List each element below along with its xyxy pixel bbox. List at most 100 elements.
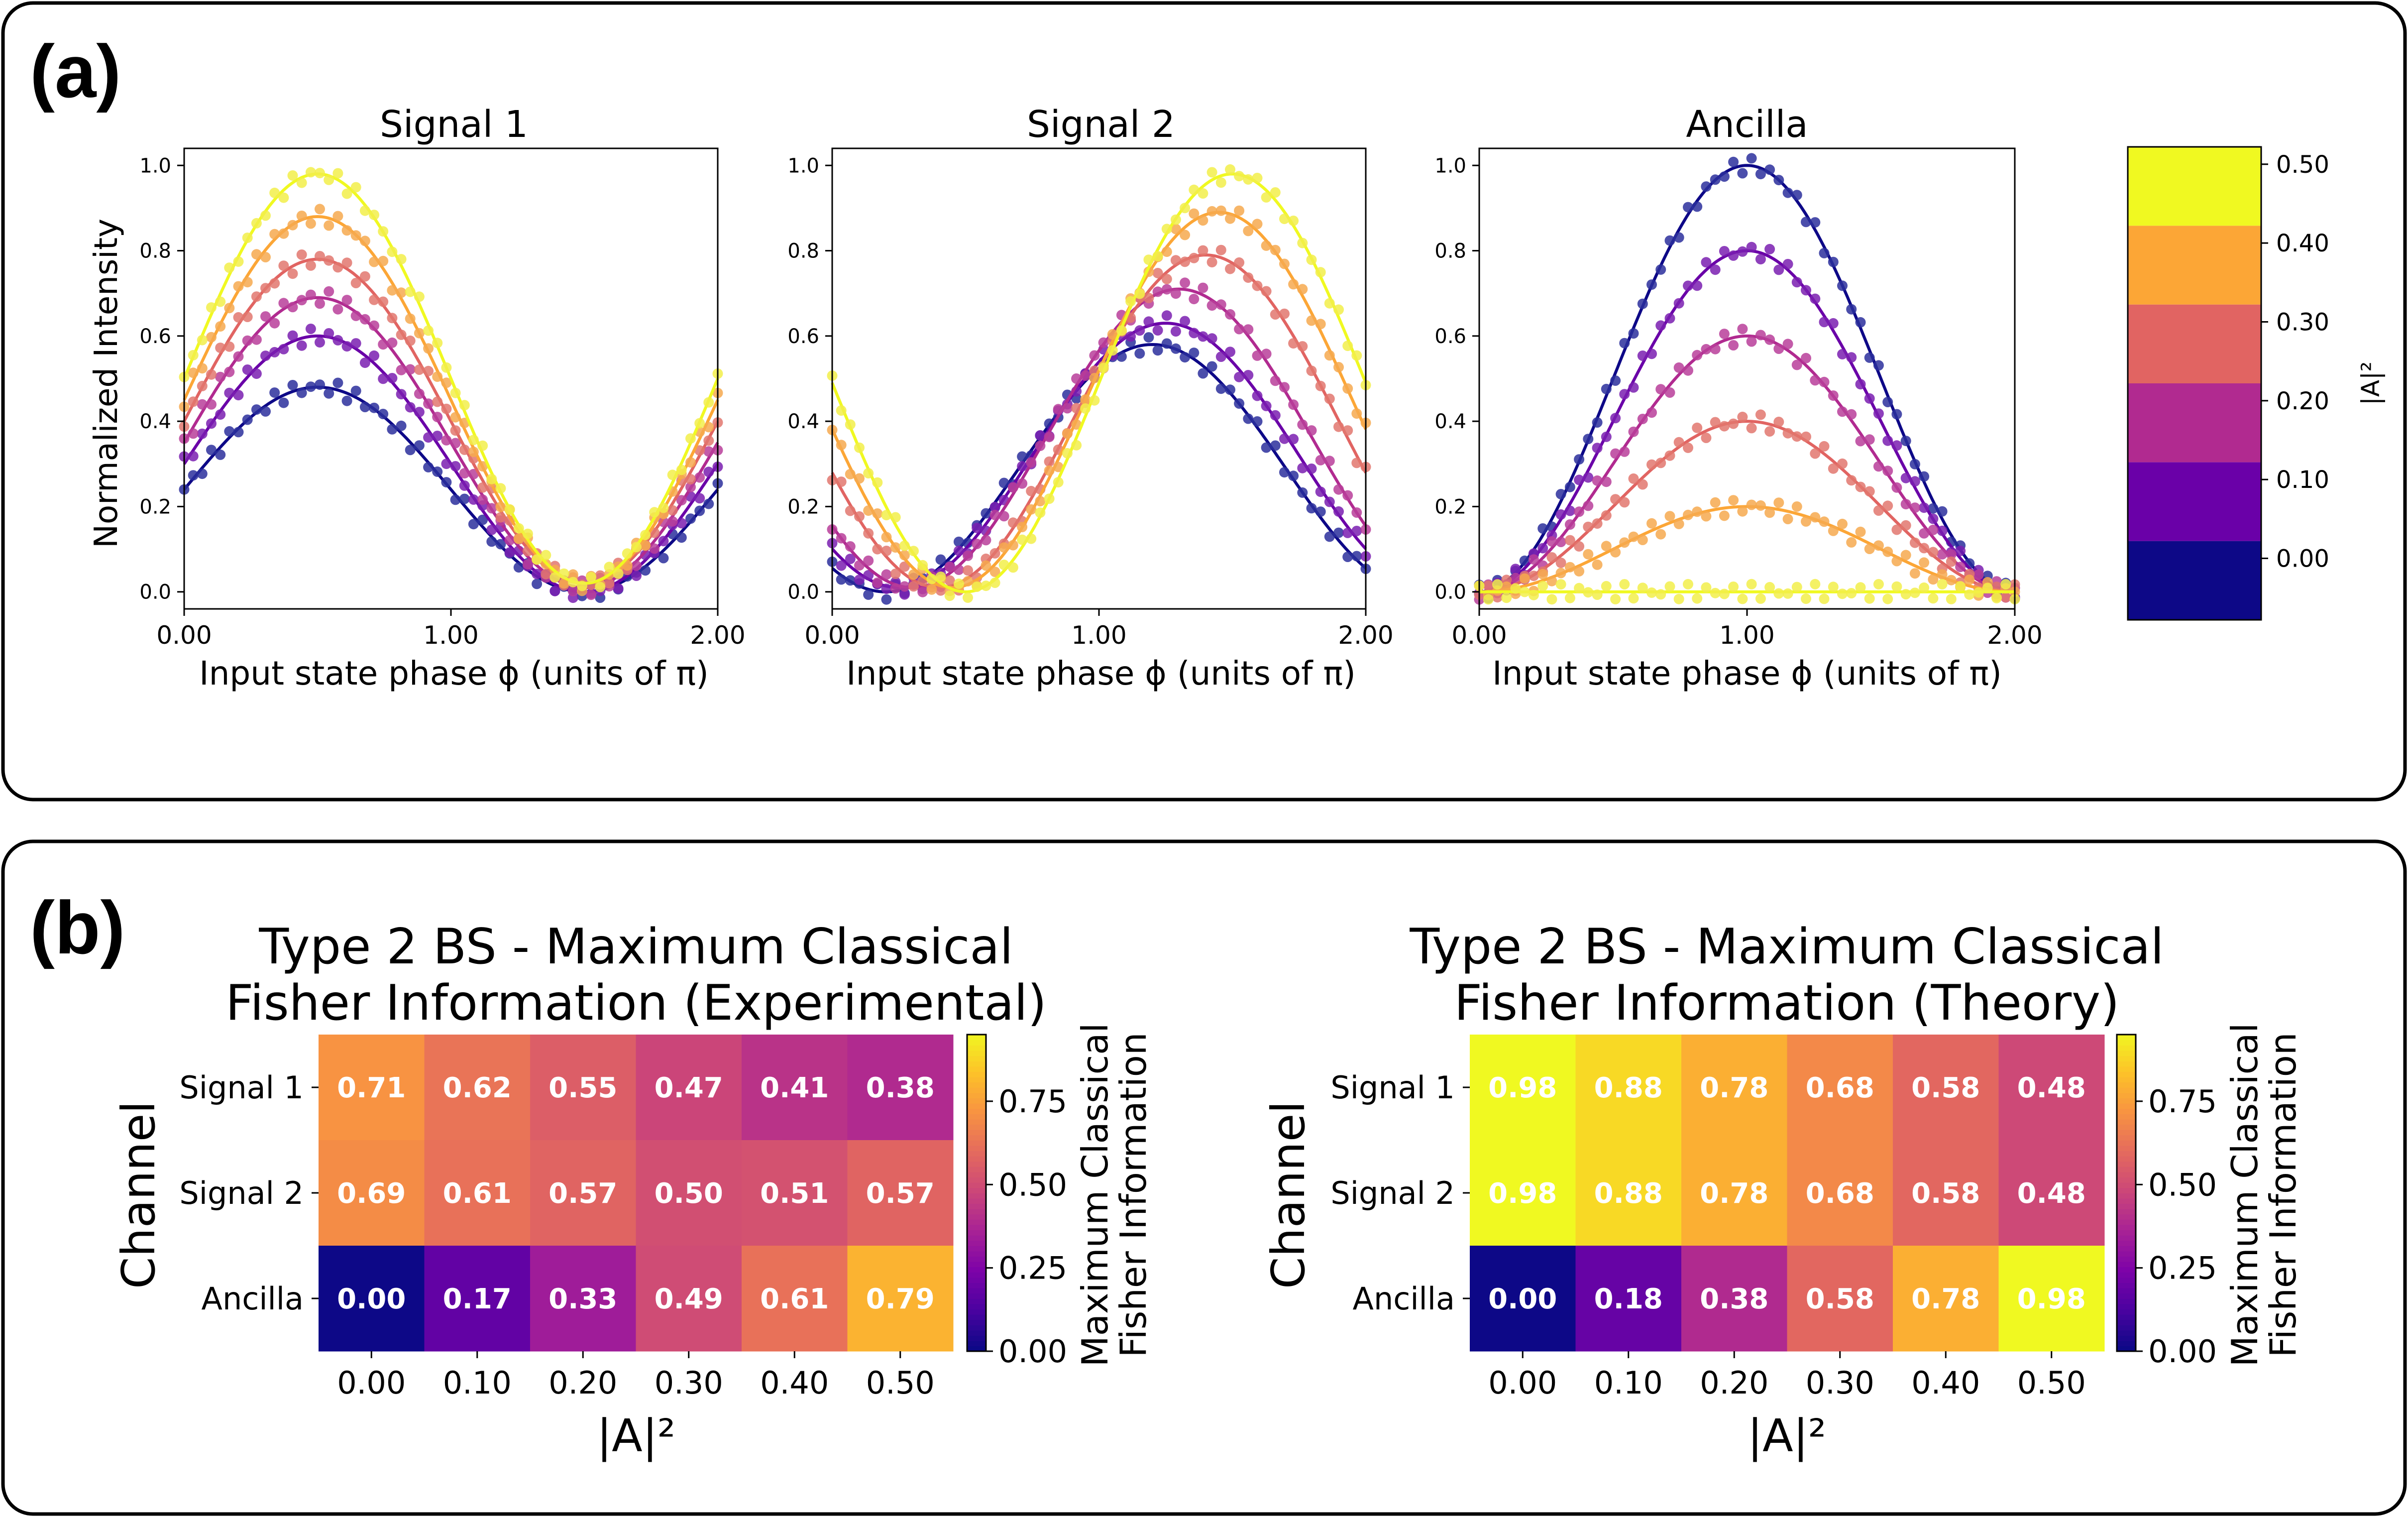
signal1-point-0.50 [694,418,705,429]
signal2-point-0.20 [1189,294,1200,305]
ancilla-point-0.30 [1592,518,1603,529]
theory-colorbar-step [2117,1156,2136,1162]
experimental-cell [530,1035,636,1141]
ancilla-point-0.00 [1755,169,1766,180]
theory-colorbar-step [2117,1330,2136,1336]
ancilla-point-0.30 [1928,547,1939,558]
signal1-point-0.10 [350,338,361,349]
signal1-point-0.40 [567,569,578,580]
ancilla-point-0.50 [1683,579,1693,589]
signal2-point-0.20 [836,533,847,544]
ancilla-point-0.10 [1737,246,1748,257]
experimental-colorbar-frame [966,1034,987,1352]
theory-xtick-label: 0.30 [1806,1365,1874,1401]
signal1-point-0.40 [387,285,398,296]
ancilla-point-0.20 [1810,375,1821,386]
ancilla-point-0.40 [1628,531,1639,542]
ancilla-point-0.40 [1501,581,1512,592]
a-colorbar-segment-0.50 [2128,147,2261,226]
signal2-point-0.00 [1161,338,1172,349]
ancilla-point-0.40 [1537,569,1548,580]
signal2-point-0.20 [944,561,955,572]
signal2-point-0.00 [1351,551,1362,562]
panel-a-letter: (a) [30,29,121,113]
signal2-xtick-label: 2.00 [1338,621,1393,650]
signal1-point-0.40 [242,277,253,288]
theory-cell-label: 0.98 [1488,1177,1557,1210]
signal2-point-0.30 [1288,338,1299,349]
experimental-cell [530,1246,636,1352]
signal2-point-0.20 [1333,484,1344,495]
ancilla-point-0.20 [1946,549,1957,560]
signal1-point-0.40 [251,249,262,260]
signal1-point-0.30 [224,341,235,352]
experimental-colorbar-step [967,1177,986,1183]
signal1-point-0.30 [459,444,470,455]
signal1-point-0.10 [549,585,560,596]
ancilla-point-0.30 [1746,423,1757,434]
theory-xlabel: |A|² [1748,1410,1826,1462]
ancilla-point-0.00 [1646,279,1657,290]
signal1-xlabel: Input state phase ϕ (units of π) [199,654,709,693]
experimental-cell-label: 0.57 [548,1177,617,1210]
theory-cell [1681,1246,1787,1352]
signal1-point-0.20 [694,472,705,483]
signal2-point-0.10 [1342,527,1353,538]
signal2-point-0.10 [1315,486,1326,497]
theory-colorbar-step [2117,1246,2136,1252]
experimental-colorbar-step [967,1124,986,1130]
ancilla-point-0.20 [1664,387,1675,398]
signal2-point-0.50 [1261,192,1272,203]
signal1-point-0.20 [567,585,578,596]
experimental-colorbar-step [967,1187,986,1193]
signal2-point-0.20 [1098,337,1109,348]
signal2-point-0.30 [836,476,847,487]
signal2-point-0.30 [1152,268,1163,278]
ancilla-point-0.10 [1592,443,1603,454]
ancilla-point-0.50 [1664,581,1675,592]
ancilla-point-0.10 [1728,250,1739,261]
signal1-point-0.30 [251,291,262,302]
ancilla-point-0.50 [1973,587,1984,598]
signal2-point-0.50 [1161,224,1172,234]
ancilla-point-0.20 [1928,524,1939,535]
ancilla-point-0.50 [1946,593,1957,604]
ancilla-point-0.40 [1655,529,1666,540]
experimental-colorbar-step [967,1061,986,1067]
theory-cell [1998,1246,2105,1352]
signal1-point-0.20 [631,560,642,571]
ancilla-point-0.50 [1928,593,1939,604]
signal2-point-0.40 [1089,372,1100,383]
ancilla-point-0.20 [1855,436,1866,447]
ancilla-point-0.20 [1909,502,1920,513]
signal2-ytick-label: 0.0 [787,581,819,604]
ancilla-point-0.40 [1710,497,1721,508]
signal1-point-0.50 [278,192,289,203]
panel-b-frame [1,839,2407,1516]
signal2-point-0.10 [1143,316,1154,327]
signal1-point-0.20 [459,468,470,479]
experimental-cell-label: 0.55 [548,1072,617,1104]
signal2-point-0.20 [1225,309,1235,320]
signal1-point-0.30 [378,296,389,307]
ancilla-point-0.40 [1583,549,1594,560]
experimental-colorbar-step [967,1214,986,1220]
signal1-point-0.40 [315,204,325,215]
ancilla-point-0.10 [1855,379,1866,390]
ancilla-point-0.30 [1873,505,1884,516]
signal1-point-0.40 [468,447,479,457]
ancilla-point-0.10 [1537,543,1548,554]
signal2-point-0.30 [1143,293,1154,303]
experimental-title-line1: Type 2 BS - Maximum Classical [258,919,1013,975]
theory-colorbar-step [2117,1161,2136,1167]
signal1-point-0.50 [315,168,325,179]
signal2-point-0.40 [1261,240,1272,251]
signal2-point-0.10 [1170,326,1181,337]
signal1-point-0.20 [586,589,597,600]
theory-colorbar-step [2117,1066,2136,1072]
signal2-point-0.00 [836,574,847,585]
signal2-point-0.00 [998,477,1009,488]
signal2-point-0.20 [1297,419,1308,430]
signal1-chart: Signal 1 Input state phase ϕ (units of π… [88,103,746,693]
signal1-point-0.30 [405,335,416,346]
